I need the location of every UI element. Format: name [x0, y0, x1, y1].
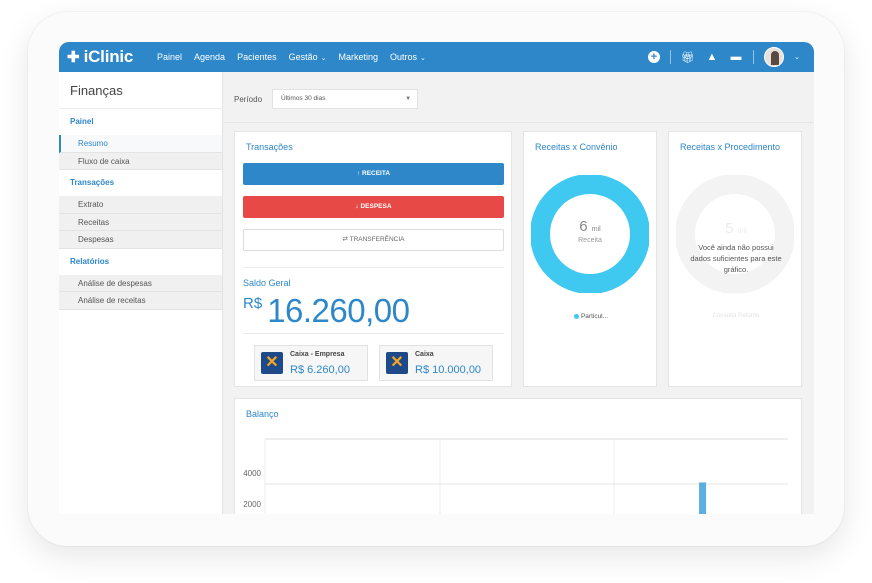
- sidebar: Finanças Painel Resumo Fluxo de caixa Tr…: [59, 72, 223, 514]
- nav-painel[interactable]: Painel: [157, 52, 183, 62]
- brand-name: iClinic: [83, 47, 134, 66]
- gift-icon[interactable]: 🎁︎: [681, 51, 695, 64]
- balanco-chart: 2000 4000: [243, 438, 788, 514]
- bell-icon[interactable]: ▲: [706, 51, 718, 63]
- donut-slice-particular[interactable]: [530, 174, 650, 294]
- donut-center: 6 mil Receita: [531, 175, 649, 293]
- chart-bar[interactable]: [699, 482, 707, 514]
- divider: [243, 267, 504, 268]
- account-card[interactable]: ✕ Caixa - Empresa R$ 6.260,00: [254, 345, 368, 381]
- chevron-down-icon: ⌄: [420, 55, 426, 62]
- saldo-value: R$ 16.260,00: [243, 292, 410, 330]
- sidebar-item-analise-receitas[interactable]: Análise de receitas: [59, 292, 222, 310]
- avatar[interactable]: [764, 47, 784, 67]
- convenio-donut-chart: 6 mil Receita: [530, 174, 650, 294]
- transferencia-button[interactable]: ⇄ TRANSFERÊNCIA: [243, 229, 504, 251]
- sidebar-item-despesas[interactable]: Despesas: [59, 231, 222, 249]
- period-select[interactable]: Últimos 30 dias ▼: [272, 89, 419, 109]
- balanco-card: Balanço 2000 4000: [234, 398, 802, 514]
- donut-center-value: 6 mil: [579, 218, 601, 235]
- saldo-amount: 16.260,00: [267, 292, 410, 329]
- sidebar-title: Finanças: [59, 72, 222, 109]
- bank-logo-icon: ✕: [386, 352, 408, 374]
- donut-placeholder-ring: [675, 174, 795, 294]
- chat-icon[interactable]: ▬: [730, 51, 742, 63]
- sidebar-item-resumo[interactable]: Resumo: [59, 135, 222, 153]
- brand-logo[interactable]: ✚ iClinic: [67, 47, 157, 67]
- donut-faint-value: 5 mil: [725, 220, 747, 237]
- nav-pacientes[interactable]: Pacientes: [237, 52, 277, 62]
- divider: [753, 50, 754, 64]
- convenio-title: Receitas x Convênio: [535, 142, 618, 152]
- sidebar-item-receitas[interactable]: Receitas: [59, 213, 222, 231]
- period-select-value: Últimos 30 dias: [281, 95, 326, 102]
- app-screen: ✚ iClinic Painel Agenda Pacientes Gestão…: [59, 42, 814, 514]
- sidebar-item-fluxo-de-caixa[interactable]: Fluxo de caixa: [59, 152, 222, 170]
- sidebar-item-extrato[interactable]: Extrato: [59, 196, 222, 214]
- brand-cross-icon: ✚: [67, 49, 80, 66]
- saldo-currency: R$: [243, 295, 263, 312]
- divider: [670, 50, 671, 64]
- caret-down-icon: ▼: [405, 96, 412, 102]
- nav-outros[interactable]: Outros ⌄: [390, 52, 426, 62]
- legend-dot: [573, 313, 579, 319]
- add-circle-icon[interactable]: +: [648, 51, 660, 63]
- nav-agenda[interactable]: Agenda: [194, 52, 226, 62]
- account-value: R$ 10.000,00: [415, 364, 482, 376]
- swap-icon: ⇄: [342, 236, 350, 243]
- donut-center-label: Receita: [578, 237, 602, 244]
- sidebar-section-painel[interactable]: Painel: [70, 117, 94, 126]
- nav-gestao[interactable]: Gestão ⌄: [288, 52, 327, 62]
- y-tick-label: 4000: [243, 469, 261, 478]
- period-label: Período: [234, 94, 263, 104]
- receitas-convenio-card: Receitas x Convênio 6 mil Receita Partic…: [523, 131, 657, 387]
- procedimento-donut-placeholder: [675, 174, 795, 294]
- top-right-actions: + 🎁︎ ▲ ▬ ⌄: [648, 42, 800, 72]
- legend-label: Particul...: [580, 313, 609, 320]
- divider: [243, 333, 504, 334]
- chevron-down-icon: ⌄: [320, 55, 327, 62]
- account-card[interactable]: ✕ Caixa R$ 10.000,00: [379, 345, 493, 381]
- account-name: Caixa: [415, 351, 434, 358]
- sidebar-section-transacoes[interactable]: Transações: [70, 178, 115, 187]
- transacoes-title: Transações: [246, 142, 293, 152]
- procedimento-legend: Consulta Retorno: [712, 313, 760, 319]
- add-receita-button[interactable]: ↑ RECEITA: [243, 163, 504, 185]
- arrow-up-icon: ↑: [356, 170, 362, 177]
- divider: [223, 122, 814, 123]
- account-value: R$ 6.260,00: [290, 364, 350, 376]
- bank-logo-icon: ✕: [261, 352, 283, 374]
- convenio-legend[interactable]: Particul...: [524, 313, 658, 320]
- period-filter: Período Últimos 30 dias ▼: [234, 89, 419, 109]
- saldo-label: Saldo Geral: [243, 278, 291, 288]
- procedimento-title: Receitas x Procedimento: [680, 142, 781, 152]
- transacoes-card: Transações ↑ RECEITA ↓ DESPESA ⇄ TRANSFE…: [234, 131, 512, 387]
- sidebar-item-analise-despesas[interactable]: Análise de despesas: [59, 274, 222, 292]
- main-nav: Painel Agenda Pacientes Gestão ⌄ Marketin…: [157, 52, 438, 62]
- add-despesa-button[interactable]: ↓ DESPESA: [243, 196, 504, 218]
- account-name: Caixa - Empresa: [290, 351, 345, 358]
- receitas-procedimento-card: Receitas x Procedimento 5 mil Você ainda…: [668, 131, 802, 387]
- arrow-down-icon: ↓: [355, 203, 361, 210]
- sidebar-section-relatorios[interactable]: Relatórios: [70, 256, 110, 266]
- chevron-down-icon[interactable]: ⌄: [794, 54, 800, 61]
- nav-marketing[interactable]: Marketing: [338, 52, 379, 62]
- top-navbar: ✚ iClinic Painel Agenda Pacientes Gestão…: [59, 42, 814, 72]
- main-content: Período Últimos 30 dias ▼ Transações ↑ R…: [223, 72, 814, 514]
- balanco-title: Balanço: [246, 409, 279, 419]
- y-tick-label: 2000: [243, 500, 261, 509]
- empty-state-message: Você ainda não possui dados suficientes …: [690, 243, 782, 274]
